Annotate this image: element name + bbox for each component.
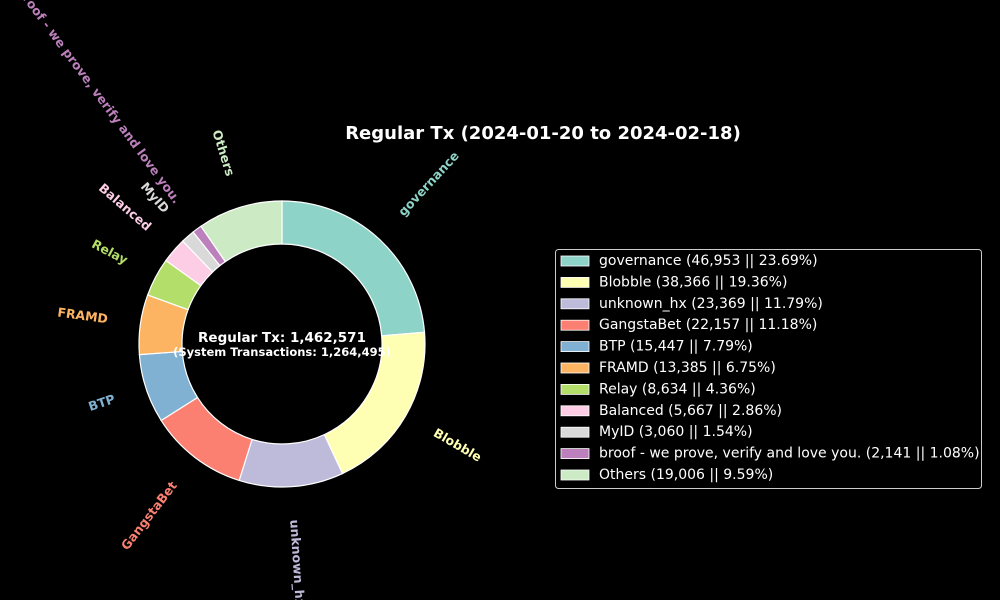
legend-label-blobble: Blobble (38,366 || 19.36%) xyxy=(599,274,787,290)
slice-label-framd: FRAMD xyxy=(57,304,109,326)
slice-others xyxy=(200,200,283,263)
legend-label-framd: FRAMD (13,385 || 6.75%) xyxy=(599,360,776,376)
legend-box xyxy=(555,249,982,489)
chart-title: Regular Tx (2024-01-20 to 2024-02-18) xyxy=(345,123,741,144)
legend-swatch-relay xyxy=(560,383,590,395)
legend-swatch-broof-we-prove-verify-and-love-you xyxy=(560,448,590,460)
legend-label-balanced: Balanced (5,667 || 2.86%) xyxy=(599,403,782,419)
legend-swatch-blobble xyxy=(560,276,590,288)
legend-swatch-btp xyxy=(560,341,590,353)
slice-label-unknown-hx: unknown_hx xyxy=(286,519,308,600)
legend-swatch-others xyxy=(560,469,590,481)
legend: governance (46,953 || 23.69%) Blobble (38… xyxy=(555,249,982,489)
legend-label-relay: Relay (8,634 || 4.36%) xyxy=(599,381,756,397)
legend-swatch-unknown-hx xyxy=(560,298,590,310)
center-total-label: Regular Tx: 1,462,571 xyxy=(198,330,366,346)
pie-slices xyxy=(138,200,426,488)
legend-label-governance: governance (46,953 || 23.69%) xyxy=(599,253,818,269)
legend-items: governance (46,953 || 23.69%) Blobble (38… xyxy=(560,253,980,483)
legend-label-myid: MyID (3,060 || 1.54%) xyxy=(599,424,753,440)
legend-swatch-governance xyxy=(560,255,590,267)
legend-label-gangstabet: GangstaBet (22,157 || 11.18%) xyxy=(599,317,817,333)
legend-label-broof-we-prove-verify-and-love-you: broof - we prove, verify and love you. (… xyxy=(599,446,980,462)
legend-label-unknown-hx: unknown_hx (23,369 || 11.79%) xyxy=(599,296,823,312)
legend-label-btp: BTP (15,447 || 7.79%) xyxy=(599,339,753,355)
legend-swatch-balanced xyxy=(560,405,590,417)
legend-swatch-myid xyxy=(560,426,590,438)
center-system-label: (System Transactions: 1,264,495) xyxy=(173,345,391,359)
legend-label-others: Others (19,006 || 9.59%) xyxy=(599,467,773,483)
legend-swatch-framd xyxy=(560,362,590,374)
legend-swatch-gangstabet xyxy=(560,319,590,331)
